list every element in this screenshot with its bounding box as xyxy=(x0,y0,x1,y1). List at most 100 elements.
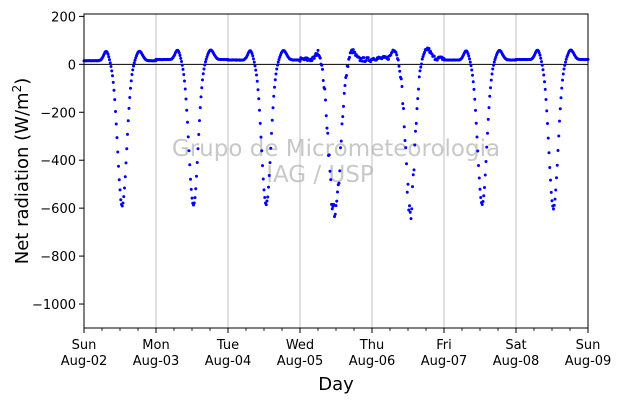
data-point xyxy=(333,212,337,216)
data-point xyxy=(117,164,120,168)
data-point xyxy=(546,136,550,140)
grid-lines xyxy=(155,14,517,328)
data-point xyxy=(421,55,425,59)
data-point xyxy=(184,97,188,101)
data-point xyxy=(538,53,542,57)
data-point xyxy=(339,139,343,143)
data-point xyxy=(131,68,135,72)
data-point xyxy=(478,187,482,191)
data-point xyxy=(114,110,117,113)
data-point xyxy=(343,84,347,88)
data-point xyxy=(399,77,403,81)
data-point xyxy=(558,107,562,111)
data-point xyxy=(550,199,554,203)
x-tick-date: Aug-02 xyxy=(61,354,108,369)
data-point xyxy=(198,106,202,110)
data-point xyxy=(492,60,496,64)
data-point xyxy=(318,56,322,60)
data-point xyxy=(353,50,357,54)
data-point xyxy=(121,201,125,205)
data-point xyxy=(252,60,256,64)
data-point xyxy=(125,147,129,151)
data-point xyxy=(335,199,339,203)
data-point xyxy=(560,86,564,90)
y-axis-label-main: Net radiation (W/m xyxy=(12,92,33,264)
data-point xyxy=(559,96,563,100)
data-point xyxy=(324,98,327,102)
data-point xyxy=(552,203,556,207)
data-point xyxy=(255,73,258,77)
data-point xyxy=(480,203,484,207)
data-point xyxy=(492,63,495,67)
data-point xyxy=(123,186,126,190)
data-point xyxy=(204,60,207,64)
data-point xyxy=(187,149,191,153)
data-point xyxy=(108,61,112,65)
data-point xyxy=(407,208,411,212)
data-point xyxy=(553,197,557,201)
data-point xyxy=(470,68,474,72)
data-point xyxy=(548,165,552,169)
data-point xyxy=(267,174,271,178)
data-point xyxy=(330,207,334,211)
data-point xyxy=(332,202,336,206)
data-point xyxy=(183,87,187,91)
data-point xyxy=(468,60,472,64)
data-point xyxy=(186,120,189,124)
data-point xyxy=(321,78,325,82)
data-point xyxy=(474,121,478,125)
data-point xyxy=(415,107,419,111)
data-point xyxy=(132,61,136,65)
data-point xyxy=(549,190,553,194)
data-point xyxy=(115,136,119,140)
data-point xyxy=(109,64,113,68)
data-points xyxy=(82,46,590,221)
data-point xyxy=(476,149,480,153)
data-point xyxy=(469,64,473,68)
data-point xyxy=(483,173,487,177)
data-point xyxy=(127,106,131,110)
data-point xyxy=(337,181,341,185)
y-tick-label: −800 xyxy=(40,250,76,265)
data-point xyxy=(543,87,547,91)
watermark-line: Grupo de Micrometeorologia xyxy=(172,136,500,162)
data-point xyxy=(411,173,415,177)
data-point xyxy=(473,97,477,101)
data-point xyxy=(546,122,549,126)
watermark-line: IAG / USP xyxy=(266,162,374,188)
data-point xyxy=(489,78,493,82)
data-point xyxy=(180,63,184,67)
data-point xyxy=(488,94,492,98)
data-point xyxy=(405,162,408,166)
data-point xyxy=(555,176,558,180)
data-point xyxy=(123,175,127,179)
data-point xyxy=(414,129,417,133)
data-point xyxy=(543,80,546,84)
data-point xyxy=(482,194,486,198)
data-point xyxy=(118,188,122,192)
data-point xyxy=(132,64,135,68)
data-point xyxy=(493,58,497,62)
data-point xyxy=(552,207,555,211)
data-point xyxy=(340,122,344,126)
x-tick-weekday: Mon xyxy=(142,338,169,353)
data-point xyxy=(366,56,370,60)
data-point xyxy=(253,64,257,68)
data-point xyxy=(557,134,561,138)
data-point xyxy=(561,72,565,76)
data-point xyxy=(396,58,400,62)
data-point xyxy=(481,200,485,204)
data-point xyxy=(475,135,479,139)
data-point xyxy=(119,198,123,202)
data-point xyxy=(334,204,338,208)
data-point xyxy=(252,57,255,61)
data-point xyxy=(111,80,115,84)
x-axis: SunAug-02MonAug-03TueAug-04WedAug-05ThuA… xyxy=(61,328,611,369)
data-point xyxy=(205,55,209,59)
data-point xyxy=(542,73,546,77)
data-point xyxy=(188,163,192,167)
data-point xyxy=(270,118,274,122)
data-point xyxy=(471,80,475,84)
data-point xyxy=(323,87,327,91)
